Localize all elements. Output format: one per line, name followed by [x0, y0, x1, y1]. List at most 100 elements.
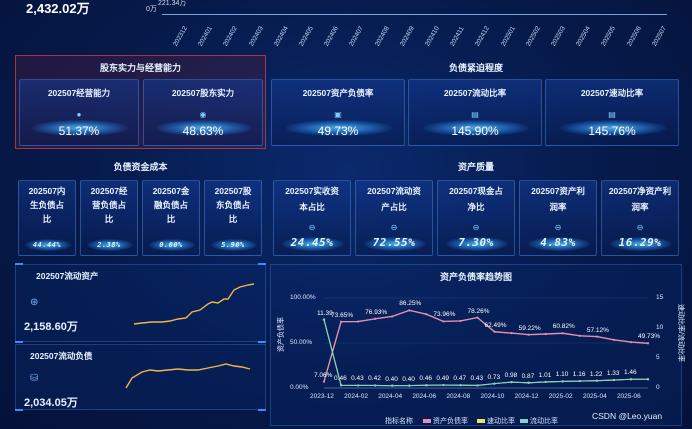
user-icon: ⊖ [472, 223, 480, 232]
asset-quality-card[interactable]: 202507净资产利 润率 ⊖ 16.29% [601, 180, 679, 256]
y-right-tick-label: 0 [656, 384, 660, 391]
top-axis-line [162, 14, 667, 15]
shield-icon: ▣ [334, 110, 342, 119]
current-liab-panel [15, 344, 266, 410]
data-label-current: 1.33 [606, 370, 620, 378]
legend-current[interactable]: 流动比率 [530, 418, 558, 425]
month-tick-label: 202502 [524, 25, 542, 48]
asset-quality-card[interactable]: 202507现金占 净比 ⊖ 7.30% [437, 180, 515, 256]
card-operating-capacity[interactable]: 202507经营能力 ● 51.37% [19, 79, 139, 146]
series-point [322, 318, 326, 321]
x-tick-label: 2024-08 [446, 393, 471, 400]
top-strip: 2,432.02万 221.34万 0万 202312 202401 202402 2… [0, 0, 692, 48]
asset-quality-card[interactable]: 202507资产利 润率 ⊖ 4.83% [519, 180, 597, 256]
card-value: 24.45% [290, 236, 334, 249]
y-left-tick-label: 0.00% [290, 384, 309, 391]
data-label-debt: 73.96% [433, 311, 456, 319]
x-tick-label: 2024-12 [514, 393, 539, 400]
current-liab-label: 202507流动负债 [30, 351, 93, 361]
series-point [595, 379, 598, 382]
card-value: 44.44% [32, 241, 62, 249]
card-label: 202507实收资 [285, 186, 339, 196]
glow-base [446, 237, 508, 251]
drop-icon: ● [76, 110, 82, 119]
card-label: 202507流动比率 [443, 88, 507, 98]
coins-icon: ⛁ [30, 373, 39, 384]
card-label: 生负债占 [29, 200, 64, 210]
top-month-axis: 202312 202401 202402 202403 202404 202405 2024… [0, 0, 692, 48]
series-point [646, 342, 650, 345]
asset-quality-card[interactable]: 202507实收资 本占比 ⊖ 24.45% [273, 180, 351, 256]
data-label-debt: 57.12% [586, 326, 609, 334]
card-debt-ratio[interactable]: 202507资产负债率 ▣ 49.73% [271, 79, 405, 146]
card-label: 202507内 [28, 186, 66, 196]
month-tick-label: 202405 [298, 25, 315, 48]
card-label: 202507股东实力 [171, 88, 235, 98]
data-label-current: 0.43 [470, 375, 484, 383]
current-liab-value: 2,034.05万 [24, 397, 78, 409]
month-tick-label: 202312 [172, 25, 189, 48]
series-point [595, 335, 598, 338]
month-tick-label: 202411 [449, 25, 466, 48]
x-tick-label: 2025-04 [582, 393, 607, 400]
glow-base [423, 120, 529, 136]
current-assets-sparkline [133, 283, 255, 325]
month-tick-label: 202501 [499, 25, 517, 48]
corner-mark [15, 341, 23, 343]
corner-mark [15, 263, 23, 265]
y-right-tick-label: 15 [656, 294, 664, 301]
data-label-current: 0.40 [385, 375, 398, 383]
card-label: 202507经营能力 [47, 88, 111, 98]
debt-cost-card[interactable]: 202507金 融负债占比 0.00% [142, 180, 200, 256]
glow-base [25, 239, 71, 251]
data-label-current: 11.39 [317, 309, 333, 317]
legend-swatch-current [520, 419, 528, 423]
glow-base [528, 237, 590, 251]
corner-mark [258, 409, 266, 411]
glow-base [286, 120, 392, 136]
series-point [425, 384, 428, 387]
series-point [493, 330, 496, 333]
y-left-tick-label: 100.00% [290, 294, 316, 301]
user-icon: ⊖ [554, 223, 562, 232]
data-label-current: 1.01 [538, 371, 552, 379]
debt-pressure-title: 负债紧迫程度 [448, 63, 503, 73]
series-point [425, 313, 428, 316]
data-label-current: 1.10 [555, 371, 569, 379]
series-point [459, 319, 462, 323]
card-label: 比 [228, 214, 238, 224]
series-point [578, 334, 581, 337]
shareholder-title: 股东实力与经营能力 [99, 63, 181, 73]
series-point [408, 384, 411, 387]
month-tick-label: 202403 [247, 25, 265, 48]
debt-cost-card[interactable]: 202507股 东负债占比 5.90% [204, 180, 262, 256]
card-current-ratio[interactable]: 202507流动比率 ▤ 145.90% [408, 79, 542, 146]
card-label: 润率 [549, 202, 567, 212]
trend-chart [322, 297, 650, 389]
card-value: 5.90% [221, 241, 245, 249]
card-shareholder-strength[interactable]: 202507股东实力 ◉ 48.63% [143, 79, 263, 146]
debt-cost-card[interactable]: 202507经 营负债占比 2.38% [80, 180, 138, 256]
card-value: 72.55% [372, 236, 416, 249]
asset-quality-card[interactable]: 202507流动资 产占比 ⊖ 72.55% [355, 180, 433, 256]
card-label: 202507流动资 [367, 186, 421, 196]
user-icon: ⊖ [390, 223, 398, 232]
debt-cost-card[interactable]: 202507内 生负债占比 44.44% [18, 180, 76, 256]
trend-panel [270, 264, 682, 426]
card-label: 比 [104, 214, 114, 224]
user-icon: ⊖ [636, 223, 644, 232]
card-label: 202507现金占 [449, 186, 503, 196]
data-label-debt: 49.73% [638, 333, 661, 341]
month-tick-label: 202402 [222, 25, 240, 48]
legend-debt[interactable]: 资产负债率 [433, 418, 468, 425]
user-icon: ⊖ [308, 223, 316, 232]
series-point [646, 378, 650, 381]
data-label-current: 0.73 [487, 373, 501, 381]
legend-quick[interactable]: 速动比率 [487, 418, 515, 425]
data-label-current: 1.46 [623, 369, 637, 377]
y-right-tick-label: 5 [656, 354, 660, 361]
card-label: 营负债占 [91, 200, 126, 210]
glow-base [32, 120, 128, 136]
card-quick-ratio[interactable]: 202507速动比率 ▤ 145.76% [545, 79, 679, 146]
glow-base [560, 120, 666, 136]
